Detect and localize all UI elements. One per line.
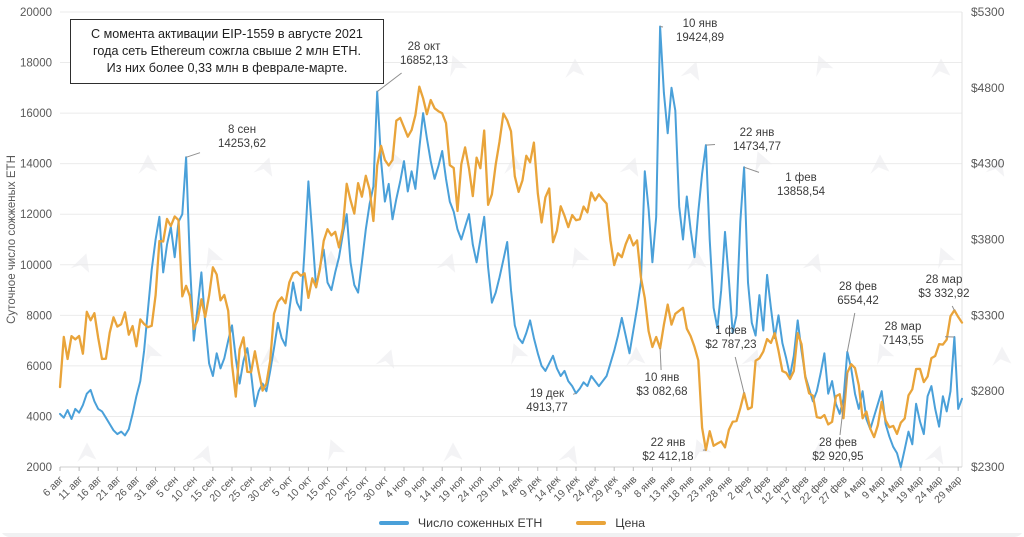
data-point-annotation: 28 мар $3 332,92 [918, 274, 969, 300]
burned-series-swatch-icon [378, 521, 409, 525]
chart-annotation-title-box: С момента активации EIP-1559 в августе 2… [70, 19, 384, 85]
annotation-leader-line [376, 72, 402, 92]
watermark-logo-icon [206, 247, 224, 270]
data-point-annotation: 1 фев 13858,54 [777, 172, 826, 198]
window-bottom-edge [0, 533, 1024, 537]
watermark-logo-icon [70, 253, 90, 273]
y-axis-title: Суточное число сожженых ETH [6, 155, 18, 324]
watermark-logo-icon [870, 154, 890, 174]
watermark-logo-icon [755, 151, 773, 174]
watermark-logo-icon [816, 55, 834, 78]
chart-legend: Число соженных ETH Цена [0, 516, 1024, 530]
watermark-logo-icon [565, 58, 585, 78]
title-line-3: Из них более 0,33 млн в феврале-марте. [106, 61, 348, 76]
y-left-tick-label: 18000 [20, 58, 52, 70]
annotation-leader-line [951, 305, 955, 311]
data-point-annotation: 28 фев 6554,42 [837, 281, 879, 307]
watermark-logo-icon [328, 439, 346, 462]
data-point-annotation: 1 фев $2 787,23 [705, 325, 756, 351]
annotation-leader-line [743, 166, 760, 173]
watermark-logo-icon [511, 343, 529, 366]
annotation-leader-line [705, 144, 716, 146]
y-left-tick-label: 20000 [20, 7, 52, 19]
y-left-tick-label: 4000 [26, 411, 52, 423]
legend-item-burned: Число соженных ETH [378, 516, 543, 530]
y-right-tick-label: $3300 [971, 308, 1005, 322]
watermark-logo-icon [938, 247, 956, 270]
y-left-tick-label: 6000 [26, 361, 52, 373]
watermark-logo-icon [924, 445, 944, 465]
y-right-tick-label: $3800 [971, 233, 1005, 247]
annotation-leader-line [660, 26, 664, 28]
y-left-tick-label: 12000 [20, 209, 52, 221]
watermark-logo-icon [375, 349, 395, 369]
watermark-logo-icon [619, 157, 639, 177]
watermark-logo-icon [450, 55, 468, 78]
watermark-logo-icon [138, 154, 158, 174]
price-line [58, 85, 964, 452]
watermark-logo-icon [992, 346, 1012, 366]
title-line-2: года сеть Ethereum сожгла свыше 2 млн ET… [93, 44, 361, 59]
price-series-swatch-icon [576, 521, 607, 525]
y-left-tick-label: 14000 [20, 159, 52, 171]
watermark-logo-icon [680, 61, 700, 81]
data-point-annotation: 10 янв $3 082,68 [636, 372, 687, 398]
data-point-annotation: 8 сен 14253,62 [218, 124, 266, 150]
y-right-tick-label: $4800 [971, 81, 1005, 95]
watermark-logo-icon [985, 157, 1005, 177]
legend-item-price: Цена [576, 516, 645, 530]
watermark-logo-icon [558, 445, 578, 465]
data-point-annotation: 28 окт 16852,13 [400, 41, 448, 67]
y-right-tick-label: $5300 [971, 5, 1005, 19]
data-point-annotation: 22 янв $2 412,18 [642, 437, 693, 463]
y-right-tick-label: $2800 [971, 384, 1005, 398]
burned-eth-line [59, 25, 963, 468]
data-point-annotation: 28 фев $2 920,95 [812, 437, 863, 463]
watermark-logo-icon [802, 253, 822, 273]
watermark-logo-icon [77, 442, 97, 462]
y-left-tick-label: 8000 [26, 310, 52, 322]
y-right-tick-label: $4300 [971, 157, 1005, 171]
watermark-logo-icon [687, 250, 707, 270]
burned-series-label: Число соженных ETH [417, 516, 543, 530]
watermark-logo-icon [694, 439, 712, 462]
watermark-logo-icon [931, 58, 951, 78]
annotation-leader-line [846, 312, 856, 352]
watermark-logo-icon [436, 253, 456, 273]
watermark-logo-icon [253, 157, 273, 177]
annotation-leader-line [659, 348, 662, 371]
data-point-annotation: 10 янв 19424,89 [676, 18, 724, 44]
watermark-logo-icon [809, 442, 829, 462]
y-left-tick-label: 2000 [26, 462, 52, 474]
price-series-label: Цена [615, 516, 646, 530]
data-point-annotation: 22 янв 14734,77 [733, 127, 781, 153]
annotation-leader-line [572, 392, 577, 395]
annotation-leader-line [734, 356, 745, 394]
watermark-logo-icon [572, 247, 590, 270]
y-left-tick-label: 10000 [20, 260, 52, 272]
data-point-annotation: 28 мар 7143,55 [882, 321, 924, 347]
annotation-leader-line [185, 152, 201, 158]
watermark-logo-icon [877, 343, 895, 366]
watermark-logo-icon [626, 346, 646, 366]
y-right-tick-label: $2300 [971, 460, 1005, 474]
watermark-logo-icon [443, 442, 463, 462]
watermark-logo-icon [192, 445, 212, 465]
watermark-logo-icon [145, 343, 163, 366]
y-left-tick-label: 16000 [20, 108, 52, 120]
annotation-leader-line [839, 372, 848, 436]
data-point-annotation: 19 дек 4913,77 [526, 388, 568, 414]
title-line-1: С момента активации EIP-1559 в августе 2… [91, 27, 363, 41]
